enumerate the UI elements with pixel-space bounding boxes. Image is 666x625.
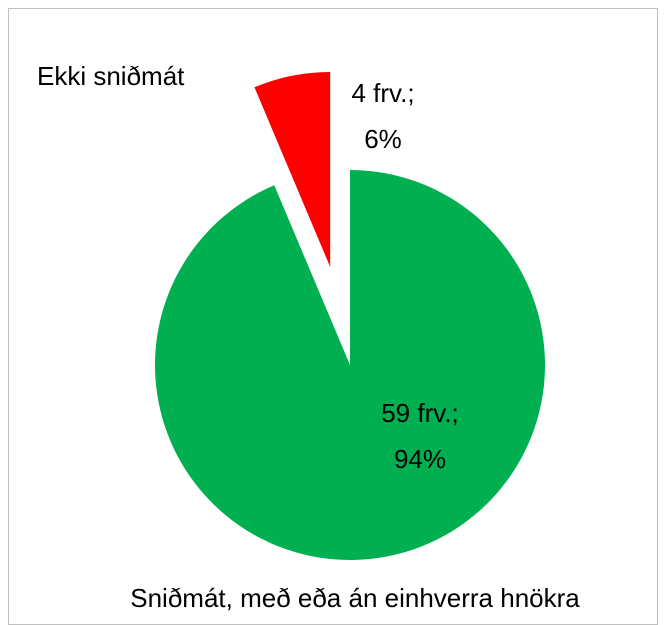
pie-slice (254, 71, 331, 267)
data-label: 59 frv.; (381, 398, 459, 428)
pie-slice (155, 170, 545, 560)
data-label: 4 frv.; (351, 78, 414, 108)
category-label: Sniðmát, með eða án einhverra hnökra (130, 583, 580, 613)
category-label: Ekki sniðmát (37, 61, 185, 91)
data-label: 94% (394, 444, 446, 474)
data-label: 6% (364, 124, 402, 154)
